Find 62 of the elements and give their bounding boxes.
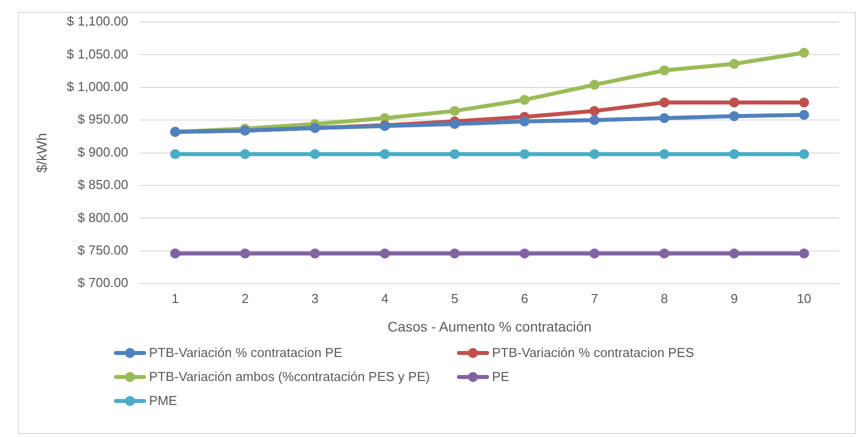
point — [520, 94, 530, 105]
point — [310, 149, 320, 160]
point — [450, 248, 460, 259]
legend-label: PTB-Variación % contratacion PE — [149, 345, 342, 360]
y-tick-label: $ 1,050.00 — [66, 46, 128, 62]
y-tick-label: $ 700.00 — [78, 275, 128, 290]
x-tick-label: 8 — [660, 290, 668, 306]
point — [450, 106, 460, 116]
point — [240, 248, 250, 259]
point — [659, 97, 670, 108]
y-axis-title: $/kWh — [33, 132, 50, 173]
point — [450, 119, 460, 130]
x-tick-label: 7 — [590, 290, 598, 306]
x-axis-title: Casos - Aumento % contratación — [388, 318, 592, 334]
point — [589, 80, 600, 90]
y-tick-label: $ 750.00 — [78, 242, 128, 258]
x-tick-label: 1 — [172, 290, 179, 306]
y-tick-label: $ 900.00 — [78, 144, 128, 160]
point — [589, 106, 600, 116]
y-tick-label: $ 1,000.00 — [66, 78, 128, 94]
x-tick-label: 10 — [796, 290, 812, 306]
point — [240, 149, 250, 160]
point — [799, 248, 810, 259]
point — [729, 97, 740, 108]
point — [799, 97, 810, 108]
point — [450, 149, 460, 160]
legend-label: PME — [149, 393, 178, 408]
point — [729, 58, 740, 69]
x-tick-label: 6 — [520, 290, 528, 306]
y-tick-label: $ 800.00 — [78, 210, 128, 225]
x-tick-label: 5 — [451, 290, 458, 306]
point — [729, 248, 740, 259]
point — [520, 248, 530, 259]
point — [170, 248, 180, 259]
point — [729, 149, 740, 160]
point — [380, 248, 390, 259]
x-tick-label: 2 — [241, 290, 249, 306]
y-tick-label: $ 850.00 — [78, 177, 128, 192]
point — [520, 116, 530, 126]
point — [799, 48, 810, 58]
point — [659, 65, 670, 76]
point — [310, 248, 320, 259]
x-tick-label: 3 — [311, 290, 319, 306]
point — [729, 111, 740, 122]
y-tick-label: $ 1,100.00 — [66, 14, 128, 29]
point — [589, 248, 600, 259]
x-tick-label: 9 — [730, 290, 738, 306]
point — [380, 149, 390, 160]
point — [799, 110, 810, 120]
x-tick-label: 4 — [381, 290, 388, 306]
point — [799, 149, 810, 160]
point — [520, 149, 530, 160]
legend-label: PTB-Variación % contratacion PES — [492, 345, 694, 360]
legend-label: PTB-Variación ambos (%contratación PES y PE) — [149, 369, 430, 384]
point — [170, 149, 180, 160]
legend-label: PE — [492, 369, 510, 384]
point — [659, 248, 670, 259]
point — [659, 149, 670, 160]
point — [589, 115, 600, 126]
y-tick-label: $ 950.00 — [78, 112, 128, 127]
point — [659, 113, 670, 124]
point — [589, 149, 600, 160]
